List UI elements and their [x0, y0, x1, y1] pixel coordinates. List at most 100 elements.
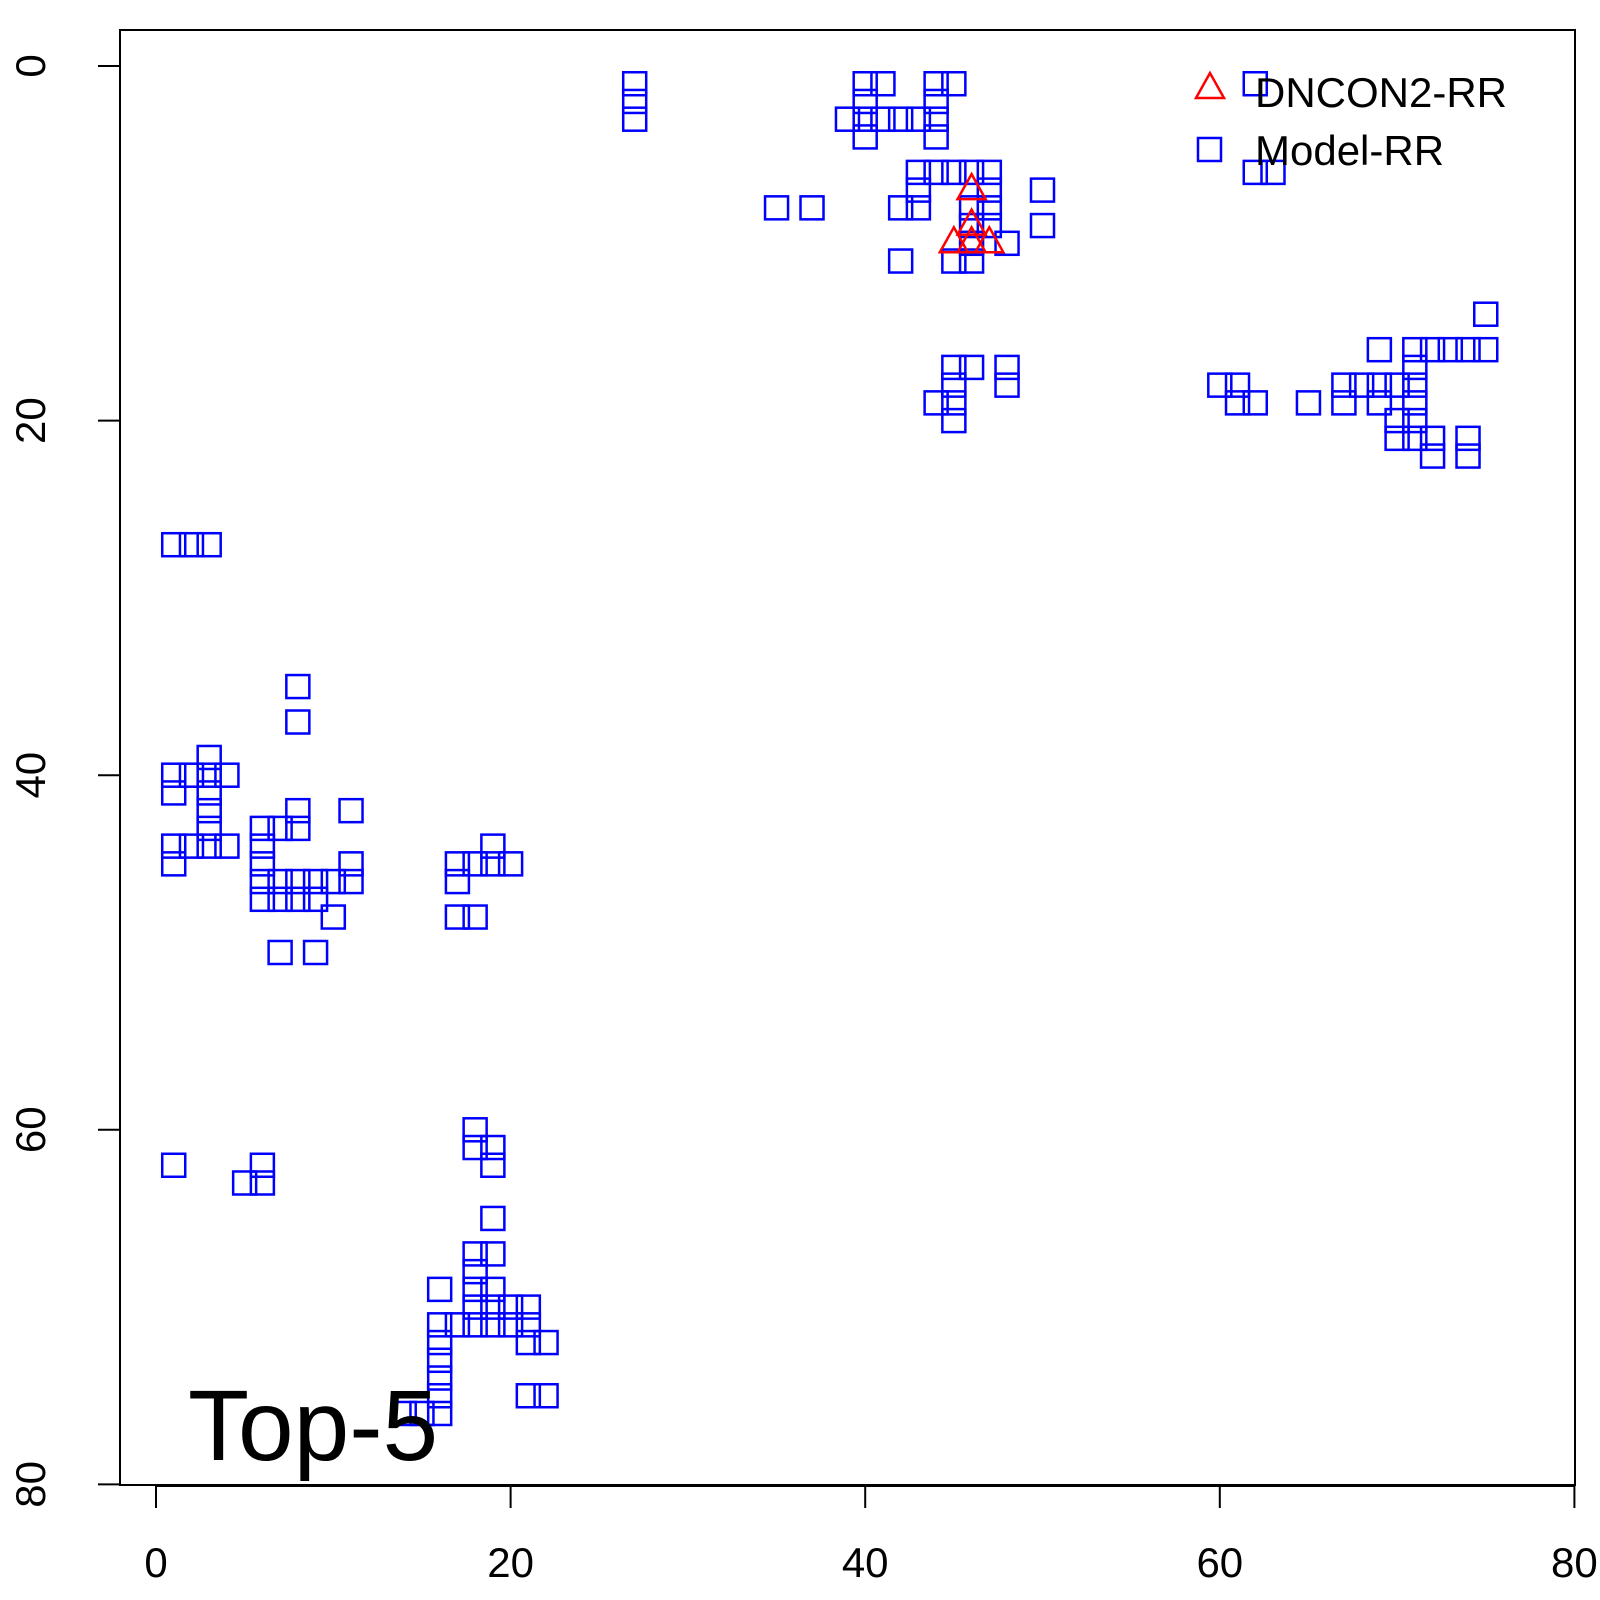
model-rr-point	[462, 851, 488, 877]
model-rr-point	[941, 390, 967, 416]
model-rr-point	[462, 1276, 488, 1303]
model-rr-point	[391, 1400, 417, 1427]
model-rr-point	[1224, 372, 1251, 398]
model-rr-point	[515, 1294, 542, 1320]
top-k-annotation: Top-5	[188, 1370, 438, 1482]
model-rr-point	[267, 815, 293, 842]
model-rr-point	[497, 1294, 524, 1320]
model-rr-point	[1473, 336, 1499, 363]
model-rr-point	[1260, 159, 1286, 186]
x-tick-label: 40	[842, 1539, 889, 1586]
model-rr-point	[214, 833, 240, 859]
model-rr-point	[763, 195, 790, 221]
model-rr-point	[533, 1383, 559, 1409]
x-tick-label: 0	[144, 1539, 167, 1586]
model-rr-point	[178, 833, 205, 859]
model-rr-point	[285, 815, 311, 842]
model-rr-point	[444, 1312, 471, 1338]
model-rr-point	[976, 159, 1003, 186]
plot-area	[119, 29, 1576, 1486]
model-rr-point	[1437, 336, 1464, 363]
model-rr-point	[160, 780, 187, 806]
model-rr-point	[1029, 212, 1056, 239]
y-tick-label: 60	[7, 1106, 54, 1153]
model-rr-point	[214, 762, 240, 788]
model-rr-point	[1402, 425, 1428, 452]
model-rr-point	[887, 248, 914, 274]
model-rr-point	[941, 159, 967, 186]
model-rr-point	[923, 159, 949, 186]
model-rr-point	[480, 1205, 506, 1232]
model-rr-point	[958, 248, 985, 274]
model-rr-point	[480, 1134, 506, 1161]
model-rr-point	[1419, 443, 1446, 469]
model-rr-point	[249, 815, 276, 842]
y-tick-label: 0	[7, 54, 54, 77]
model-rr-point	[1242, 70, 1269, 97]
model-rr-point	[426, 1347, 453, 1374]
model-rr-point	[621, 88, 648, 115]
model-rr-point	[1419, 425, 1446, 452]
legend-square-marker	[1196, 136, 1223, 163]
model-rr-point	[994, 372, 1020, 398]
model-rr-point	[426, 1365, 453, 1391]
model-rr-point	[923, 106, 949, 132]
model-rr-point	[852, 124, 878, 150]
model-rr-point	[621, 70, 648, 97]
model-rr-point	[231, 1170, 258, 1196]
model-rr-point	[958, 159, 985, 186]
model-rr-point	[249, 851, 276, 877]
model-rr-point	[1242, 390, 1269, 416]
model-rr-point	[267, 886, 293, 913]
y-axis-ticks: 0 20 40 60 80	[7, 54, 120, 1508]
model-rr-point	[444, 851, 471, 877]
model-rr-point	[994, 354, 1020, 381]
model-rr-point	[905, 195, 932, 221]
model-rr-point	[338, 797, 364, 824]
model-rr-point	[320, 868, 347, 895]
model-rr-point	[462, 1134, 488, 1161]
model-rr-point	[994, 230, 1020, 257]
model-rr-point	[480, 1312, 506, 1338]
model-rr-point	[958, 212, 985, 239]
model-rr-point	[196, 833, 222, 859]
model-rr-point	[462, 1312, 488, 1338]
model-rr-point	[1455, 443, 1481, 469]
model-rr-point	[621, 106, 648, 132]
model-rr-point	[976, 195, 1003, 221]
model-rr-point	[941, 354, 967, 381]
model-rr-point	[1384, 372, 1410, 398]
model-rr-point	[444, 904, 471, 930]
model-rr-point	[409, 1400, 435, 1427]
model-rr-point	[799, 195, 825, 221]
model-rr-point	[1207, 372, 1233, 398]
model-rr-point	[1331, 372, 1357, 398]
model-rr-point	[515, 1383, 542, 1409]
model-rr-point	[249, 1170, 276, 1196]
model-rr-point	[426, 1383, 453, 1409]
model-rr-point	[533, 1329, 559, 1356]
model-rr-point	[285, 797, 311, 824]
model-rr-point	[941, 70, 967, 97]
model-rr-point	[1242, 159, 1269, 186]
model-rr-point	[1402, 372, 1428, 398]
model-rr-point	[320, 904, 347, 930]
x-tick-label: 60	[1196, 1539, 1243, 1586]
model-rr-point	[480, 851, 506, 877]
model-rr-point	[160, 1152, 187, 1179]
model-rr-point	[285, 709, 311, 735]
model-rr-point	[870, 106, 896, 132]
model-rr-point	[196, 744, 222, 771]
model-rr-point	[1366, 372, 1393, 398]
model-rr-point	[302, 939, 329, 966]
model-rr-point	[976, 212, 1003, 239]
model-rr-point	[302, 868, 329, 895]
model-rr-point	[444, 868, 471, 895]
y-tick-label: 80	[7, 1461, 54, 1508]
model-rr-point	[249, 833, 276, 859]
model-rr-point	[160, 851, 187, 877]
model-rr-point	[302, 886, 329, 913]
model-rr-point	[338, 868, 364, 895]
model-rr-point	[941, 372, 967, 398]
model-rr-point	[852, 106, 878, 132]
